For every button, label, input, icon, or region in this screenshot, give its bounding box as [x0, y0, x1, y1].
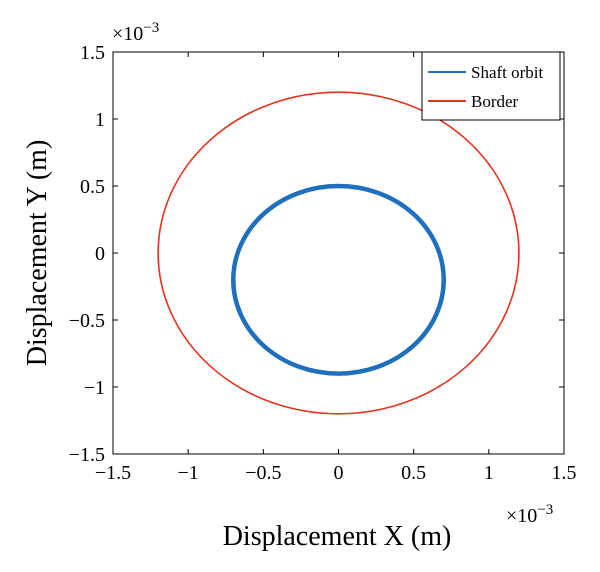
- y-tick-label: −0.5: [69, 310, 105, 332]
- x-tick-label: 0.5: [401, 462, 426, 484]
- x-axis-label: Displacement X (m): [223, 521, 452, 552]
- y-tick-label: 1: [95, 109, 105, 131]
- x-exponent-label: ×10−3: [506, 502, 553, 527]
- y-tick-label: 1.5: [80, 42, 105, 64]
- y-tick-label: 0: [95, 243, 105, 265]
- x-tick-label: −0.5: [245, 462, 281, 484]
- y-exponent-label: ×10−3: [112, 20, 159, 45]
- y-tick-label: −1: [84, 377, 105, 399]
- legend-label-shaft-orbit: Shaft orbit: [471, 63, 544, 82]
- x-tick-label: 0: [334, 462, 344, 484]
- legend-box: [421, 51, 561, 121]
- y-tick-label: 0.5: [80, 176, 105, 198]
- y-tick-label: −1.5: [69, 444, 105, 466]
- x-tick-label: 1: [484, 462, 494, 484]
- x-tick-label: 1.5: [552, 462, 577, 484]
- series-border: [157, 91, 520, 415]
- x-tick-label: −1.5: [95, 462, 131, 484]
- y-axis-label: Displacement Y (m): [22, 140, 53, 367]
- legend: Shaft orbit Border: [421, 51, 561, 121]
- legend-label-border: Border: [471, 92, 519, 111]
- series-shaft-orbit: [231, 183, 446, 376]
- x-tick-label: −1: [178, 462, 199, 484]
